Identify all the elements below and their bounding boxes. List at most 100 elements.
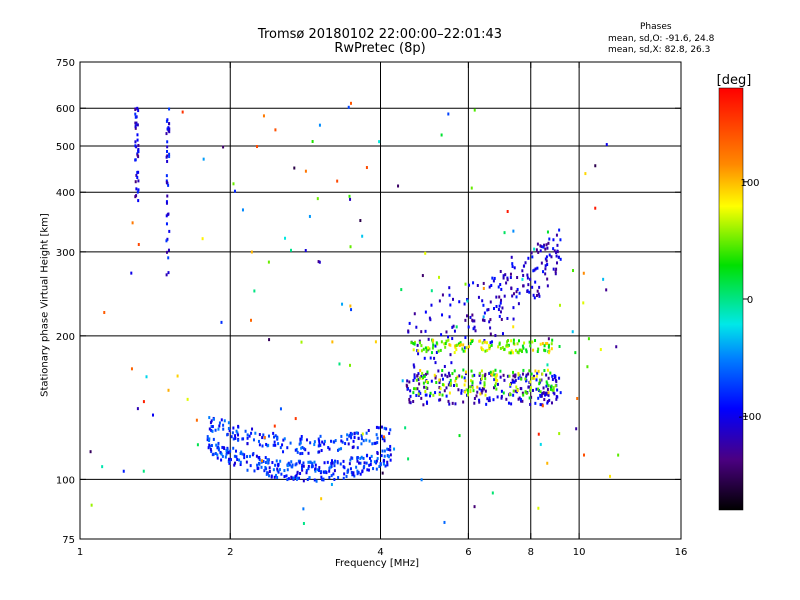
o-trace-high-point bbox=[489, 341, 492, 345]
o-trace-high-point bbox=[550, 401, 553, 405]
x-trace-point bbox=[537, 347, 540, 351]
x-trace-point bbox=[510, 349, 513, 353]
o-trace-low-point bbox=[268, 470, 271, 474]
x-trace-point bbox=[511, 351, 514, 355]
scatter-point bbox=[347, 105, 350, 109]
o-trace-high-point bbox=[537, 396, 540, 400]
o-trace-low-point bbox=[351, 456, 354, 460]
x-trace-point bbox=[552, 388, 555, 392]
o-trace-high-point bbox=[498, 314, 501, 318]
o-trace-low-point bbox=[220, 452, 223, 456]
o-trace-high-point bbox=[412, 363, 415, 367]
o-trace-low-point bbox=[323, 442, 326, 446]
o-trace-low-point bbox=[389, 444, 392, 448]
x-trace-point bbox=[462, 343, 465, 347]
o-trace-high-point bbox=[529, 277, 532, 281]
o-trace-high-point bbox=[434, 376, 437, 380]
scatter-point bbox=[381, 471, 384, 475]
x-trace-point bbox=[435, 341, 438, 345]
o-trace-high-point bbox=[552, 247, 555, 251]
x-trace-point bbox=[494, 382, 497, 386]
o-trace-low-point bbox=[370, 454, 373, 458]
o-trace-low-point bbox=[262, 433, 265, 437]
x-trace-point bbox=[435, 380, 438, 384]
x-trace-point bbox=[492, 370, 495, 374]
o-trace-high-point bbox=[417, 372, 420, 376]
o-trace-low-point bbox=[360, 455, 363, 459]
x-trace-point bbox=[484, 377, 487, 381]
x-trace-point bbox=[471, 381, 474, 385]
o-trace-low-point bbox=[389, 448, 392, 452]
x-trace-point bbox=[530, 372, 533, 376]
o-trace-low-point bbox=[295, 447, 298, 451]
x-trace-point bbox=[464, 379, 467, 383]
o-trace-low-point bbox=[228, 461, 231, 465]
x-trace-point bbox=[512, 370, 515, 374]
o-trace-high-point bbox=[554, 269, 557, 273]
x-trace-point bbox=[460, 343, 463, 347]
x-tick-label: 6 bbox=[465, 547, 471, 558]
o-trace-low-point bbox=[349, 431, 352, 435]
o-trace-high-point bbox=[429, 318, 432, 322]
scatter-point bbox=[241, 208, 244, 212]
o-trace-high-point bbox=[528, 290, 531, 294]
o-trace-low-point bbox=[208, 427, 211, 431]
x-trace-point bbox=[544, 342, 547, 346]
x-trace-point bbox=[529, 344, 532, 348]
o-trace-low-point bbox=[239, 460, 242, 464]
o-trace-low-point bbox=[301, 463, 304, 467]
scatter-point bbox=[512, 229, 515, 233]
o-trace-high-point bbox=[500, 298, 503, 302]
o-trace-low-point bbox=[250, 431, 253, 435]
o-trace-high-point bbox=[533, 268, 536, 272]
o-trace-low-point bbox=[282, 450, 285, 454]
o-trace-low-point bbox=[208, 443, 211, 447]
o-trace-high-point bbox=[546, 277, 549, 281]
o-trace-low-point bbox=[301, 468, 304, 472]
chart-subtitle: RwPretec (8p) bbox=[334, 41, 426, 56]
o-trace-high-point bbox=[491, 340, 494, 344]
o-trace-high-point bbox=[444, 373, 447, 377]
x-trace-point bbox=[432, 343, 435, 347]
o-trace-low-point bbox=[382, 462, 385, 466]
scatter-point bbox=[440, 133, 443, 137]
x-trace-point bbox=[466, 391, 469, 395]
x-trace-point bbox=[552, 386, 555, 390]
o-trace-low-point bbox=[300, 435, 303, 439]
scatter-point bbox=[137, 143, 140, 147]
o-trace-low-point bbox=[381, 449, 384, 453]
o-trace-high-point bbox=[448, 315, 451, 319]
o-trace-high-point bbox=[511, 378, 514, 382]
o-trace-low-point bbox=[332, 472, 335, 476]
scatter-point bbox=[350, 308, 353, 312]
o-trace-low-point bbox=[336, 460, 339, 464]
scatter-point bbox=[136, 123, 139, 127]
o-trace-high-point bbox=[409, 389, 412, 393]
x-trace-point bbox=[494, 378, 497, 382]
o-trace-high-point bbox=[489, 326, 492, 330]
o-trace-high-point bbox=[486, 397, 489, 401]
o-trace-high-point bbox=[507, 401, 510, 405]
o-trace-low-point bbox=[308, 476, 311, 480]
scatter-point bbox=[196, 443, 199, 447]
o-trace-high-point bbox=[408, 397, 411, 401]
colorbar-tick-label: 100 bbox=[740, 178, 759, 189]
o-trace-low-point bbox=[253, 469, 256, 473]
o-trace-high-point bbox=[546, 263, 549, 267]
o-trace-low-point bbox=[380, 425, 383, 429]
o-trace-low-point bbox=[363, 461, 366, 465]
o-trace-high-point bbox=[473, 396, 476, 400]
scatter-point bbox=[261, 459, 264, 463]
o-trace-high-point bbox=[548, 398, 551, 402]
o-trace-high-point bbox=[472, 327, 475, 331]
o-trace-high-point bbox=[521, 372, 524, 376]
scatter-point bbox=[137, 155, 140, 159]
scatter-point bbox=[576, 396, 579, 400]
colorbar-tick-label: 0 bbox=[747, 295, 753, 306]
o-trace-low-point bbox=[349, 458, 352, 462]
o-trace-high-point bbox=[413, 373, 416, 377]
o-trace-high-point bbox=[430, 379, 433, 383]
o-trace-high-point bbox=[468, 283, 471, 287]
o-trace-low-point bbox=[389, 458, 392, 462]
